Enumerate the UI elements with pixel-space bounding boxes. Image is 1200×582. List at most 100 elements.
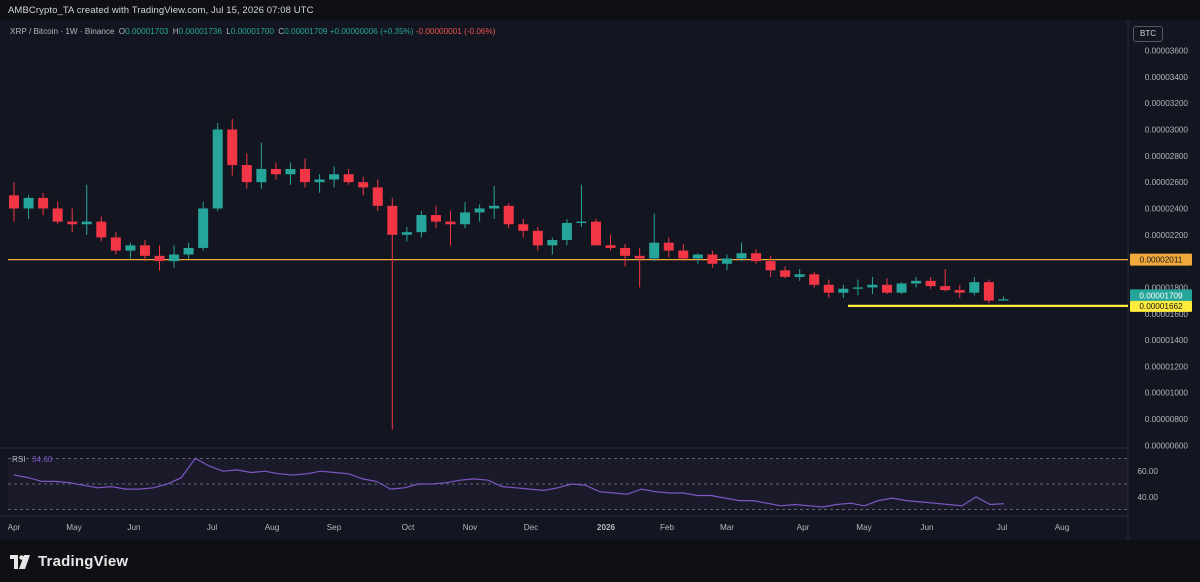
high-value: 0.00001736 [178,27,222,36]
time-axis-label: May [856,523,872,532]
candle-body [925,280,936,287]
candle-body [343,174,354,183]
candle-body [401,232,412,235]
author-credit: AMBCrypto_TA created with TradingView.co… [8,5,314,16]
candle-body [518,224,529,231]
candle-body [212,129,223,209]
candle-body [110,237,121,251]
candle-body [765,261,776,271]
candle-body [983,282,994,301]
candle-body [721,258,732,264]
candle-body [561,222,572,241]
candle-body [445,221,456,225]
candle-body [882,284,892,293]
change-value: +0.00000006 (+0.35%) [329,27,414,36]
last-price-label: 0.00001709 [1139,291,1183,300]
candle-body [227,129,238,166]
last-price-tag [1130,289,1192,302]
price-tick-label: 0.00002400 [1145,204,1189,213]
candle-body [9,195,19,209]
price-tick-label: 0.00002600 [1145,178,1189,187]
candle-body [358,182,369,188]
rsi-tick-label: 60.00 [1138,467,1159,476]
candle-body [707,254,718,264]
candle-body [23,197,34,209]
close-value: 0.00001709 [284,27,328,36]
price-tick-label: 0.00000600 [1145,441,1189,450]
chart-area[interactable] [0,20,1200,540]
candle-body [867,284,878,288]
candle-body [940,286,951,291]
candle-body [954,290,965,293]
rsi-value: 34.60 [32,455,53,464]
candle-body [998,299,1009,301]
candle-body [67,221,78,225]
time-axis-label: Aug [1055,523,1070,532]
candle-body [605,245,616,248]
time-axis-label: Jul [207,523,218,532]
rsi-tick-label: 40.00 [1138,493,1159,502]
time-axis-label: Oct [402,523,415,532]
price-tick-label: 0.00003600 [1145,47,1189,56]
candle-body [838,288,849,293]
candle-body [329,174,340,180]
candle-body [576,221,587,223]
candle-body [809,274,820,285]
candle-body [139,245,150,256]
candle-body [96,221,107,238]
price-tick-label: 0.00002800 [1145,152,1189,161]
candle-body [896,283,907,293]
candle-body [285,168,296,175]
candle-body [387,205,398,235]
candle-body [430,215,441,222]
price-tick-label: 0.00001600 [1145,310,1189,319]
candle-body [183,247,194,255]
candle-body [198,208,209,248]
candle-body [736,253,747,259]
candle-body [692,254,703,259]
symbol-name: XRP / Bitcoin · 1W · Binance [10,27,115,36]
candle-body [125,245,136,251]
time-axis-label: Jun [920,523,934,532]
candle-body [751,253,762,262]
candle-body [154,255,165,262]
candle-body [81,221,92,225]
candle-body [678,250,689,259]
candle-body [300,168,310,183]
candle-body [169,254,180,262]
time-axis-label: Aug [265,523,280,532]
time-axis-label: Apr [797,523,810,532]
candle-body [241,165,252,183]
time-axis-label: Dec [524,523,539,532]
change-value-2: -0.00000001 (-0.06%) [415,27,496,36]
time-axis-label: Nov [463,523,478,532]
resistance-price-tag [1130,253,1192,266]
candle-body [911,280,922,284]
candle-body [314,179,325,183]
tradingview-logo[interactable]: TradingView [10,553,128,570]
price-tick-label: 0.00001400 [1145,336,1189,345]
price-tick-label: 0.00001200 [1145,362,1189,371]
candle-body [663,242,674,251]
price-tick-label: 0.00001800 [1145,283,1189,292]
candle-body [649,242,660,259]
candle-body [823,284,834,293]
price-tick-label: 0.00003200 [1145,99,1189,108]
candle-body [503,205,514,225]
rsi-label: RSI [12,455,26,464]
candle-body [460,212,471,225]
price-tick-label: 0.00000800 [1145,415,1189,424]
candle-body [591,221,601,246]
price-tick-label: 0.00003000 [1145,125,1189,134]
support-price-label: 0.00001662 [1139,302,1183,311]
tradingview-logo-icon [10,554,30,569]
time-axis-label: Mar [720,523,734,532]
currency-button[interactable]: BTC [1133,26,1163,42]
time-axis-label: Sep [327,523,342,532]
candle-body [969,282,980,293]
candle-body [372,187,383,206]
candle-body [532,230,543,246]
candle-body [38,197,49,209]
time-axis-label: Apr [8,523,21,532]
